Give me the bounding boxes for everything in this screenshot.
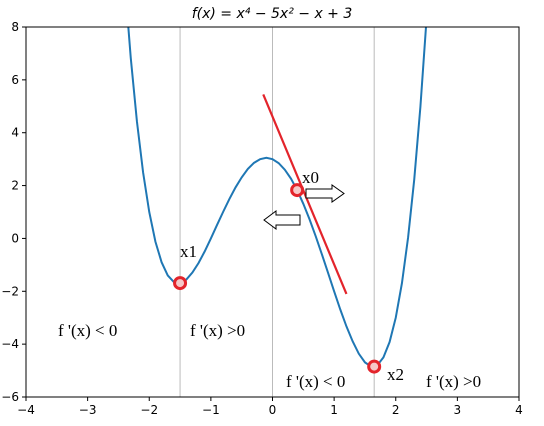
- x-tick-label: 4: [515, 403, 523, 417]
- point: [367, 359, 382, 374]
- arrow-left: [263, 210, 301, 230]
- annotation: f '(x) >0: [426, 372, 481, 391]
- annotation: x2: [387, 365, 404, 384]
- y-tick-label: −6: [1, 390, 19, 404]
- y-tick-label: 0: [11, 231, 19, 245]
- arrow-right: [305, 184, 345, 203]
- tangent-line: [262, 93, 348, 295]
- y-tick-label: 2: [11, 179, 19, 193]
- y-tick-label: 6: [11, 73, 19, 87]
- annotation: f '(x) < 0: [58, 321, 117, 340]
- annotation: x0: [302, 168, 319, 187]
- x-tick-label: −3: [79, 403, 97, 417]
- point: [173, 276, 188, 291]
- x-tick-label: 1: [330, 403, 338, 417]
- plot-area: [127, 27, 427, 397]
- x-tick-label: −2: [140, 403, 158, 417]
- y-tick-label: −4: [1, 337, 19, 351]
- annotation: f '(x) < 0: [286, 372, 345, 391]
- y-tick-label: −2: [1, 284, 19, 298]
- y-tick-label: 8: [11, 20, 19, 34]
- x-tick-label: −1: [202, 403, 220, 417]
- annotation: f '(x) >0: [190, 321, 245, 340]
- y-tick-label: 4: [11, 126, 19, 140]
- x-tick-label: −4: [17, 403, 35, 417]
- x-tick-label: 0: [269, 403, 277, 417]
- annotation: x1: [180, 242, 197, 261]
- x-tick-label: 2: [392, 403, 400, 417]
- curve: [127, 27, 427, 368]
- point: [290, 183, 305, 198]
- x-tick-label: 3: [454, 403, 462, 417]
- chart-title: f(x) = x⁴ − 5x² − x + 3: [192, 6, 353, 22]
